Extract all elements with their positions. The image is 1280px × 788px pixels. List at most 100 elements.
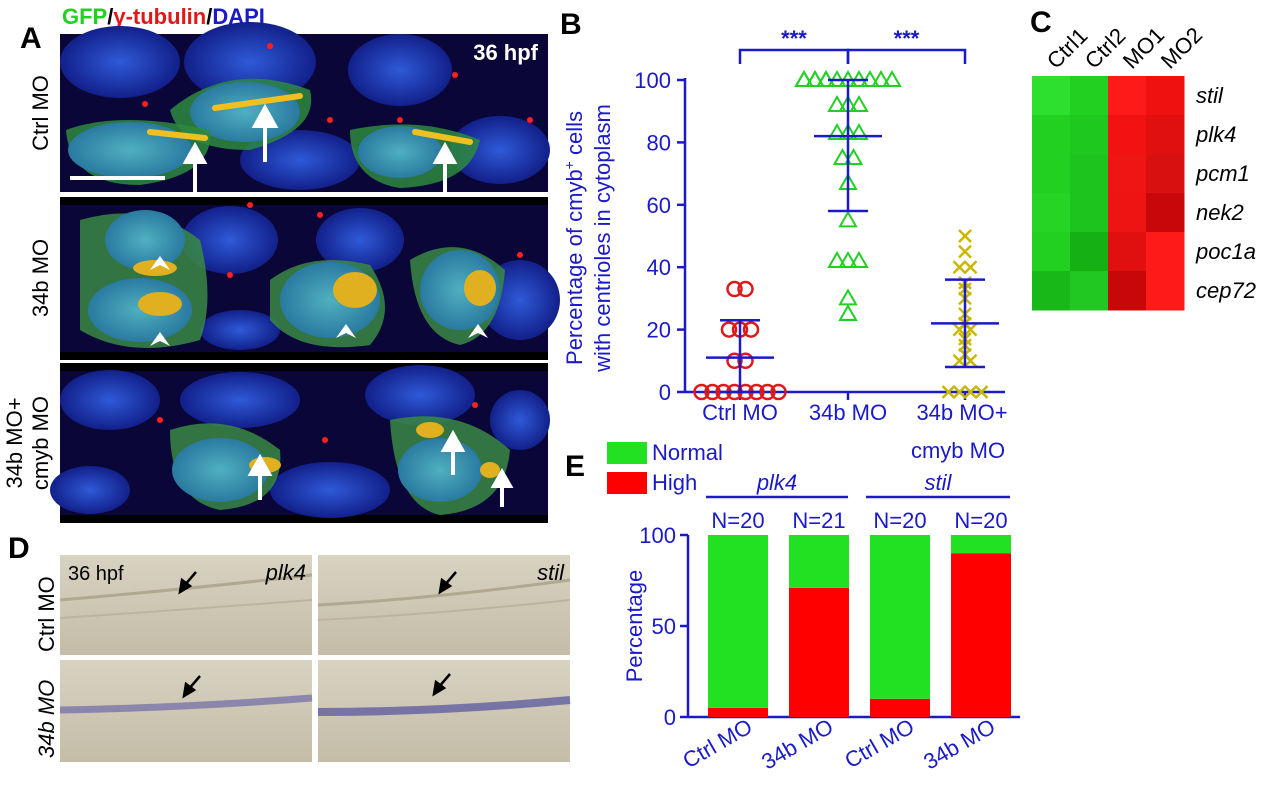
b-point-ctrl bbox=[770, 383, 787, 401]
b-point-34b bbox=[843, 147, 864, 165]
b-ylabel-b: cells bbox=[562, 111, 587, 161]
b-point-cmyb bbox=[963, 353, 978, 368]
e-bar-high bbox=[951, 553, 1011, 717]
heatmap-row-label: poc1a bbox=[1195, 239, 1256, 264]
b-cat-label-2: 34b MO+ bbox=[916, 400, 1007, 425]
panel-a-row-34b-mo bbox=[60, 197, 560, 360]
e-cat-label: Ctrl MO bbox=[678, 714, 756, 774]
b-point-ctrl bbox=[759, 383, 776, 401]
e-bar-normal bbox=[951, 535, 1011, 554]
b-point-ctrl bbox=[720, 321, 738, 338]
heatmap-row-label: pcm1 bbox=[1195, 161, 1250, 186]
b-point-ctrl bbox=[726, 352, 743, 370]
heatmap-cell bbox=[1146, 193, 1185, 233]
e-ytick-label: 50 bbox=[652, 614, 676, 639]
e-n-label: N=20 bbox=[711, 508, 764, 533]
heatmap-cell bbox=[1146, 76, 1185, 116]
heatmap-row-label: plk4 bbox=[1195, 122, 1236, 147]
e-bar-high bbox=[789, 587, 849, 717]
heatmap-row-label: nek2 bbox=[1196, 200, 1244, 225]
heatmap-col-label: Ctrl2 bbox=[1080, 23, 1131, 74]
b-point-34b bbox=[871, 69, 891, 87]
panel-a-row-label-0-0: Ctrl MO bbox=[28, 75, 53, 151]
e-cat-label: 34b MO bbox=[757, 714, 837, 775]
b-point-34b bbox=[838, 288, 858, 306]
panel-d-row-ctrl: Ctrl MO bbox=[34, 576, 59, 652]
b-cat-label-0: Ctrl MO bbox=[702, 400, 778, 425]
panel-a-letter: A bbox=[20, 22, 42, 55]
b-point-34b bbox=[794, 69, 814, 87]
heatmap-cell bbox=[1032, 115, 1071, 155]
heatmap-cell bbox=[1032, 232, 1071, 272]
b-ylabel-line2: with centrioles in cytoplasm bbox=[590, 104, 615, 373]
heatmap-col-label: MO1 bbox=[1118, 22, 1169, 73]
b-sig-bracket bbox=[846, 48, 967, 64]
e-cat-label: 34b MO bbox=[919, 714, 999, 775]
panel-a-title-part-0: GFP bbox=[62, 4, 107, 29]
panel-d-row-34b: 34b MO bbox=[34, 680, 59, 758]
b-point-cmyb bbox=[963, 385, 978, 399]
heatmap-col-label: MO2 bbox=[1156, 22, 1207, 73]
panel-a-row-34b-cmyb-mo bbox=[50, 363, 550, 523]
b-ytick-label: 0 bbox=[659, 380, 671, 405]
legend-swatch-normal bbox=[607, 442, 647, 464]
panel-d-gene-plk4: plk4 bbox=[265, 560, 306, 585]
panel-a-title-part-3: / bbox=[206, 4, 212, 29]
b-cat-label-1: 34b MO bbox=[809, 400, 887, 425]
heatmap-cell bbox=[1032, 76, 1071, 116]
heatmap-cell bbox=[1108, 154, 1147, 194]
panel-a-title-part-2: γ-tubulin bbox=[113, 4, 206, 29]
panel-a-row-ctrl-mo: 36 hpf bbox=[60, 22, 550, 192]
panel-a-title-part-1: / bbox=[107, 4, 113, 29]
heatmap-cell bbox=[1070, 193, 1109, 233]
b-ylabel-a: Percentage of cmyb bbox=[562, 169, 587, 365]
panel-d-images: 36 hpf plk4 stil bbox=[59, 555, 571, 762]
b-ytick-label: 100 bbox=[634, 68, 671, 93]
panel-c-heatmap: Ctrl1Ctrl2MO1MO2stilplk4pcm1nek2poc1acep… bbox=[1032, 22, 1256, 311]
b-point-cmyb bbox=[952, 385, 967, 399]
b-cat-label-3: cmyb MO bbox=[911, 438, 1005, 463]
b-point-34b bbox=[882, 69, 902, 87]
b-point-ctrl bbox=[726, 280, 743, 298]
b-point-cmyb bbox=[952, 353, 967, 368]
b-point-cmyb bbox=[952, 322, 967, 337]
panel-b-letter: B bbox=[560, 8, 582, 41]
e-n-label: N=20 bbox=[954, 508, 1007, 533]
e-bar-normal bbox=[708, 535, 768, 708]
e-ytick-label: 100 bbox=[639, 523, 676, 548]
b-point-34b bbox=[827, 250, 847, 268]
heatmap-cell bbox=[1108, 232, 1147, 272]
panel-c-letter: C bbox=[1030, 6, 1052, 39]
heatmap-cell bbox=[1108, 271, 1147, 311]
panel-a-row-labels: Ctrl MO 34b MO 34b MO+ cmyb MO bbox=[2, 75, 53, 490]
panel-b-chart: 0 20 40 60 80 100 *** *** Ctrl MO 34b MO 34b MO+ cm… bbox=[634, 26, 1007, 463]
b-point-34b bbox=[838, 210, 858, 228]
heatmap-cell bbox=[1108, 193, 1147, 233]
b-point-cmyb bbox=[974, 385, 989, 399]
panel-d-gene-stil: stil bbox=[537, 560, 565, 585]
b-ytick-label: 60 bbox=[647, 193, 671, 218]
panel-a-row-label-2-1: cmyb MO bbox=[28, 396, 53, 490]
panel-e-letter: E bbox=[565, 450, 585, 483]
b-ytick-label: 40 bbox=[647, 255, 671, 280]
b-point-cmyb bbox=[958, 229, 972, 243]
b-point-34b bbox=[805, 69, 825, 87]
b-point-ctrl bbox=[693, 383, 710, 401]
e-bar-normal bbox=[870, 535, 930, 699]
heatmap-cell bbox=[1146, 154, 1185, 194]
e-group-label: stil bbox=[925, 470, 953, 495]
legend-swatch-high bbox=[607, 472, 647, 494]
heatmap-cell bbox=[1108, 76, 1147, 116]
b-point-34b bbox=[838, 250, 858, 268]
b-point-cmyb bbox=[963, 260, 978, 275]
panel-a-row-label-2-0: 34b MO+ bbox=[2, 397, 27, 488]
heatmap-cell bbox=[1032, 154, 1071, 194]
e-cat-label: Ctrl MO bbox=[840, 714, 918, 774]
heatmap-cell bbox=[1070, 115, 1109, 155]
b-point-34b bbox=[838, 303, 858, 321]
heatmap-cell bbox=[1070, 154, 1109, 194]
b-point-34b bbox=[832, 147, 853, 165]
e-n-label: N=20 bbox=[873, 508, 926, 533]
b-point-34b bbox=[849, 123, 869, 141]
ish-image-ctrl-stil bbox=[318, 555, 570, 655]
